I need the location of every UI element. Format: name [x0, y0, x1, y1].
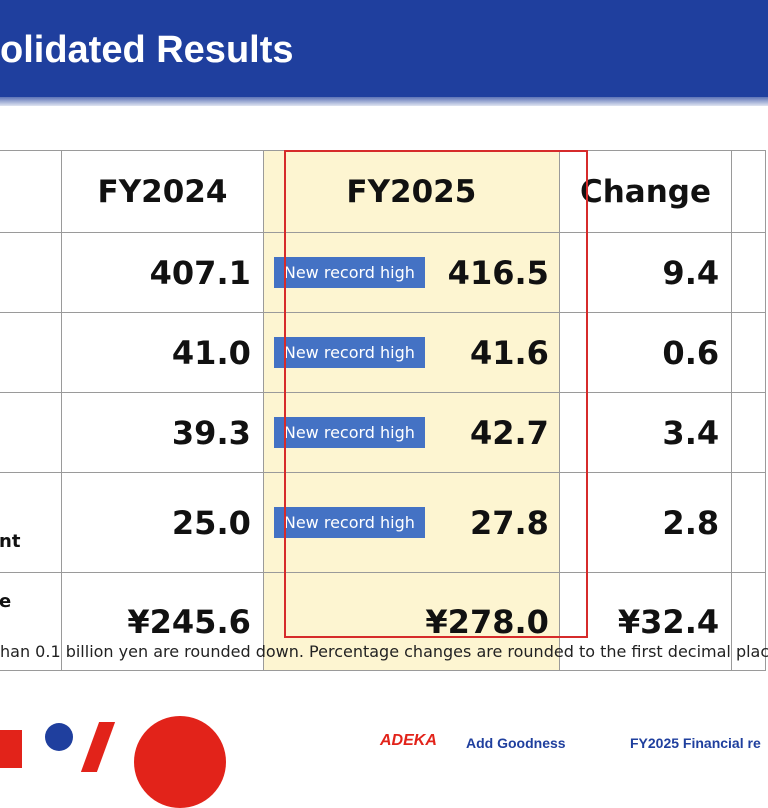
fy2025-value: 42.7 [469, 413, 549, 452]
fy2025-value: ¥278.0 [425, 602, 549, 641]
row-label [0, 392, 63, 473]
change-value: 2.8 [558, 472, 733, 573]
fy2025-value: 41.6 [469, 333, 549, 372]
change-value: 3.4 [558, 392, 733, 473]
extra-cell [731, 312, 766, 393]
table-row: e ¥245.6 ¥278.0 ¥32.4 [0, 572, 766, 671]
fy2025-cell: ¥278.0 [262, 572, 560, 671]
extra-cell [731, 572, 766, 671]
table-header-row: FY2024 FY2025 Change [0, 150, 766, 233]
table-row: 407.1 New record high 416.5 9.4 [0, 232, 766, 313]
brand-tagline: Add Goodness [466, 735, 566, 751]
header-fy2025: FY2025 [262, 150, 560, 233]
extra-cell [731, 472, 766, 573]
header-extra-cell [731, 150, 766, 233]
extra-cell [731, 392, 766, 473]
decorative-red-slash [80, 722, 116, 772]
header-label-cell [0, 150, 63, 233]
header-change: Change [558, 150, 733, 233]
fy2025-value: 416.5 [447, 253, 549, 292]
table-row: 39.3 New record high 42.7 3.4 [0, 392, 766, 473]
fy2024-value: 407.1 [61, 232, 264, 313]
row-label [0, 312, 63, 393]
table-row: 41.0 New record high 41.6 0.6 [0, 312, 766, 393]
change-value: 0.6 [558, 312, 733, 393]
table-row: nt 25.0 New record high 27.8 2.8 [0, 472, 766, 573]
header-stripe [0, 97, 768, 106]
fy2024-value: ¥245.6 [61, 572, 264, 671]
fy2024-value: 41.0 [61, 312, 264, 393]
footer-report-title: FY2025 Financial re [630, 735, 761, 751]
row-label [0, 232, 63, 313]
record-high-badge: New record high [273, 507, 425, 538]
record-high-badge: New record high [273, 337, 425, 368]
change-value: 9.4 [558, 232, 733, 313]
fy2025-value: 27.8 [469, 503, 549, 542]
extra-cell [731, 232, 766, 313]
fy2025-cell: New record high 42.7 [262, 392, 560, 473]
page-title: olidated Results [0, 29, 294, 71]
fy2025-cell: New record high 416.5 [262, 232, 560, 313]
row-label: nt [0, 472, 63, 573]
brand-logo: ADEKA [380, 732, 437, 749]
fy2025-cell: New record high 41.6 [262, 312, 560, 393]
decorative-red-shape [0, 730, 22, 768]
decorative-red-circle [134, 716, 226, 808]
fy2025-cell: New record high 27.8 [262, 472, 560, 573]
fy2024-value: 39.3 [61, 392, 264, 473]
fy2024-value: 25.0 [61, 472, 264, 573]
header-fy2024: FY2024 [61, 150, 264, 233]
record-high-badge: New record high [273, 257, 425, 288]
header-bar: olidated Results [0, 0, 768, 97]
row-label: e [0, 572, 63, 671]
record-high-badge: New record high [273, 417, 425, 448]
decorative-blue-dot [45, 723, 73, 751]
footnote: han 0.1 billion yen are rounded down. Pe… [0, 642, 768, 661]
results-table: FY2024 FY2025 Change 407.1 New record hi… [0, 150, 766, 671]
